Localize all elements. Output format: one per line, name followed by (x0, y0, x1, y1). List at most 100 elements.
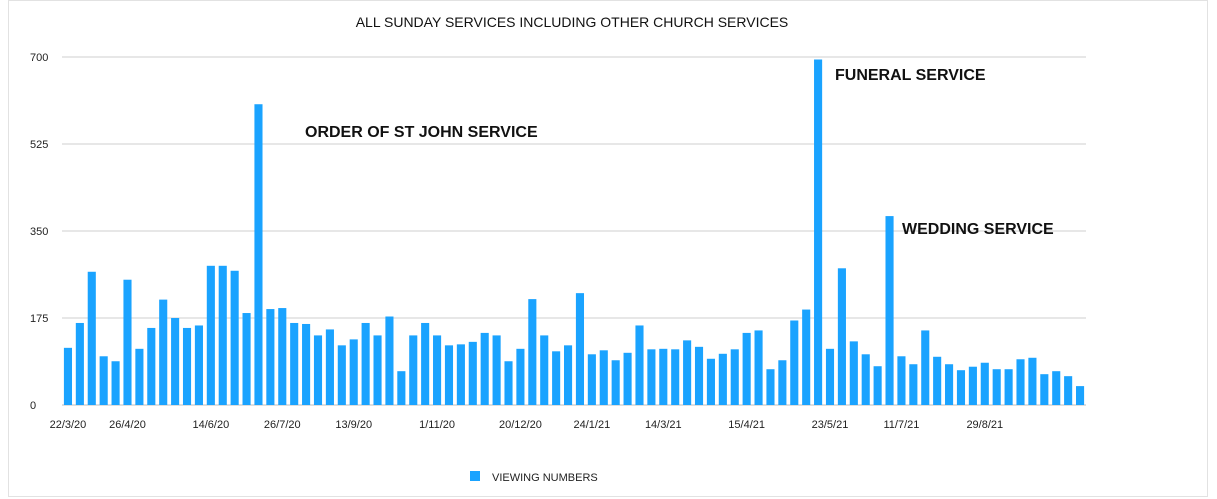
y-tick-label: 175 (30, 313, 48, 325)
x-tick-label: 1/11/20 (419, 419, 455, 431)
bar (992, 369, 1001, 405)
bar (433, 335, 442, 405)
bar (933, 356, 942, 405)
bar (254, 104, 263, 405)
bar (361, 322, 370, 405)
bar (968, 366, 977, 405)
bar (814, 59, 823, 406)
bar (564, 345, 573, 405)
bar (552, 351, 561, 405)
bar (909, 364, 918, 405)
bar (147, 327, 156, 405)
bar (111, 361, 120, 405)
bar (945, 364, 954, 405)
bar (1004, 369, 1013, 405)
bar (230, 270, 239, 405)
annotation-order-of-st-john: ORDER OF ST JOHN SERVICE (305, 124, 538, 141)
bar (444, 345, 454, 405)
bar (635, 325, 644, 405)
bar (159, 299, 168, 405)
bar (980, 362, 989, 405)
x-tick-label: 26/7/20 (264, 419, 301, 431)
bar (1028, 357, 1037, 405)
chart-frame (8, 0, 1208, 497)
annotations: ORDER OF ST JOHN SERVICE FUNERAL SERVICE… (305, 67, 1054, 238)
bar (599, 350, 608, 405)
bar (135, 348, 144, 405)
bar (754, 330, 763, 405)
chart-title: ALL SUNDAY SERVICES INCLUDING OTHER CHUR… (356, 14, 789, 30)
bar (718, 353, 727, 405)
bar (956, 370, 966, 405)
bar (683, 340, 692, 405)
bar (885, 216, 894, 405)
bar (373, 335, 382, 405)
bar (206, 265, 215, 405)
bar (766, 369, 775, 405)
bar (349, 339, 358, 405)
x-tick-label: 29/8/21 (966, 419, 1003, 431)
bar (671, 349, 680, 405)
x-tick-label: 22/3/20 (50, 419, 87, 431)
y-tick-label: 350 (30, 226, 48, 238)
x-tick-label: 23/5/21 (812, 419, 849, 431)
bar (611, 360, 620, 405)
x-tick-label: 14/3/21 (645, 419, 682, 431)
bar (837, 268, 846, 405)
bar (790, 320, 799, 405)
bar (492, 335, 501, 405)
y-tick-label: 700 (30, 52, 48, 64)
bar (1052, 371, 1061, 405)
legend-swatch (470, 471, 480, 481)
bar (302, 323, 311, 405)
bar (409, 335, 418, 405)
bar (742, 332, 751, 405)
x-tick-label: 14/6/20 (192, 419, 229, 431)
bar (385, 316, 394, 405)
bar (575, 293, 585, 405)
bar (337, 345, 346, 405)
x-tick-label: 24/1/21 (574, 419, 611, 431)
bar (706, 358, 715, 405)
bar (75, 322, 84, 405)
bar (456, 344, 465, 405)
bar (397, 371, 406, 405)
bar (313, 335, 323, 405)
bar (861, 354, 870, 405)
x-tick-label: 15/4/21 (728, 419, 765, 431)
bar (468, 341, 477, 405)
bar (802, 309, 811, 405)
bar (123, 279, 132, 405)
bar (63, 347, 73, 405)
bar (659, 348, 668, 405)
bar (528, 299, 537, 405)
bar (325, 329, 334, 405)
x-tick-label: 20/12/20 (499, 419, 542, 431)
bar (266, 309, 275, 405)
bar (778, 360, 787, 405)
legend: VIEWING NUMBERS (470, 471, 598, 484)
bar (1064, 376, 1073, 405)
bar (99, 356, 108, 405)
bar (1076, 386, 1085, 405)
x-tick-label: 11/7/21 (883, 419, 919, 431)
legend-label: VIEWING NUMBERS (492, 472, 598, 484)
bar (421, 322, 430, 405)
y-axis-ticks: 0 175 350 525 700 (30, 52, 48, 412)
bar (921, 330, 930, 405)
bar (242, 313, 251, 405)
bar (694, 346, 704, 405)
bar (290, 322, 299, 405)
x-axis-ticks: 22/3/20 26/4/20 14/6/20 26/7/20 13/9/20 1/11/… (50, 419, 1004, 431)
bars (63, 59, 1085, 406)
bar (730, 349, 739, 405)
y-tick-label: 0 (30, 400, 36, 412)
bar (647, 349, 656, 405)
y-tick-label: 525 (30, 139, 48, 151)
bar (87, 271, 96, 405)
bar (480, 332, 489, 405)
bar (516, 348, 525, 405)
bar (218, 265, 227, 405)
bar (194, 325, 203, 405)
